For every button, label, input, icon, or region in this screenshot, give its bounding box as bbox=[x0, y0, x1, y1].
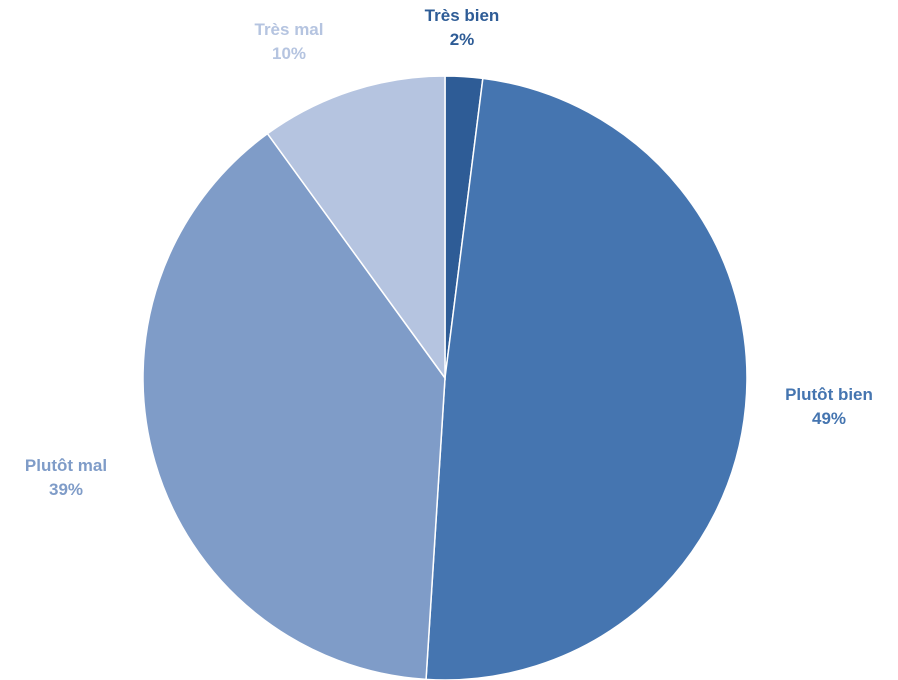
pie-slice-plut-t-mal bbox=[142, 132, 446, 680]
slice-category-label: Plutôt mal bbox=[25, 456, 107, 475]
slice-label: Plutôt bien 49% bbox=[785, 385, 873, 428]
pie-slice-plut-t-bien bbox=[425, 77, 748, 680]
slice-label: Plutôt mal 39% bbox=[25, 456, 107, 499]
slice-percent-label: 39% bbox=[49, 480, 83, 499]
pie-slices bbox=[142, 75, 748, 680]
slice-percent-label: 2% bbox=[450, 30, 475, 49]
pie-labels: Très bien 2% Plutôt bien 49% Plutôt mal 39% Tr… bbox=[25, 6, 873, 499]
slice-label: Très bien 2% bbox=[425, 6, 500, 49]
slice-category-label: Très bien bbox=[425, 6, 500, 25]
slice-category-label: Très mal bbox=[255, 20, 324, 39]
pie-slice-tr-s-mal bbox=[266, 75, 446, 381]
slice-percent-label: 49% bbox=[812, 409, 846, 428]
slice-label: Très mal 10% bbox=[255, 20, 324, 63]
slice-category-label: Plutôt bien bbox=[785, 385, 873, 404]
slice-percent-label: 10% bbox=[272, 44, 306, 63]
